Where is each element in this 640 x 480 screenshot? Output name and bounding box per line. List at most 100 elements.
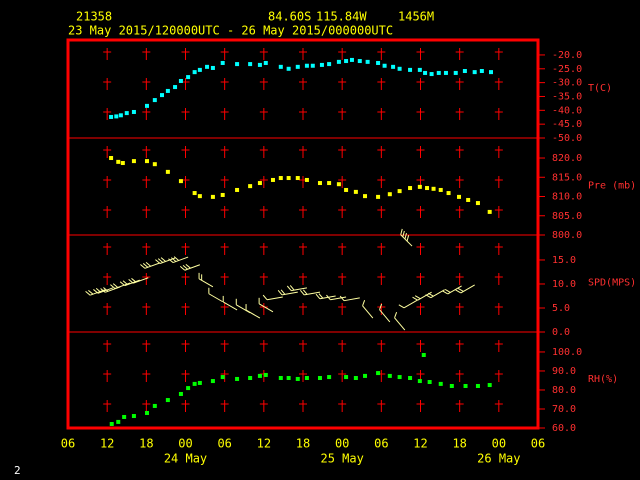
data-point xyxy=(421,353,426,358)
data-point xyxy=(131,109,136,114)
y-tick-label: -40.0 xyxy=(552,105,582,116)
data-point xyxy=(408,186,413,191)
data-point xyxy=(457,194,462,199)
barb-feather xyxy=(182,264,188,270)
wind-barb xyxy=(262,294,283,301)
barb-feather xyxy=(185,263,191,269)
data-point xyxy=(438,381,443,386)
wind-barb xyxy=(208,287,223,303)
data-point xyxy=(463,383,468,388)
y-tick-label: 815.0 xyxy=(552,172,582,183)
data-point xyxy=(336,59,341,64)
barb-feather xyxy=(100,288,106,293)
data-point xyxy=(376,60,381,65)
barb-feather xyxy=(85,290,91,296)
data-point xyxy=(220,375,225,380)
barb-staff xyxy=(222,301,238,311)
barb-feather xyxy=(414,295,421,300)
date-label: 24 May xyxy=(164,452,207,466)
barb-feather xyxy=(362,300,366,306)
data-point xyxy=(327,62,332,67)
data-point xyxy=(429,72,434,77)
barb-staff xyxy=(208,293,223,303)
x-tick-label: 12 xyxy=(257,437,271,451)
barb-staff xyxy=(266,296,283,301)
data-point xyxy=(235,376,240,381)
data-point xyxy=(270,177,275,182)
data-point xyxy=(248,62,253,67)
barb-staff xyxy=(403,299,419,309)
x-tick-label: 18 xyxy=(452,437,466,451)
barb-staff xyxy=(460,284,475,294)
data-point xyxy=(363,373,368,378)
data-point xyxy=(376,194,381,199)
period: 23 May 2015/120000UTC - 26 May 2015/0000… xyxy=(68,24,393,38)
y-tick-label: -50.0 xyxy=(552,133,582,144)
data-point xyxy=(160,93,164,98)
data-point xyxy=(220,192,225,197)
data-point xyxy=(210,65,215,70)
latitude: 84.60S xyxy=(268,10,311,24)
data-point xyxy=(489,70,493,75)
data-point xyxy=(353,376,358,381)
barb-feather xyxy=(394,312,398,318)
data-point xyxy=(257,373,262,378)
data-point xyxy=(109,422,114,427)
y-tick-label: 805.0 xyxy=(552,211,582,222)
data-point xyxy=(109,156,114,161)
data-point xyxy=(436,70,441,75)
x-tick-label: 00 xyxy=(335,437,349,451)
wind-barb xyxy=(339,295,360,302)
barb-feather xyxy=(145,262,151,267)
barb-feather xyxy=(427,292,434,297)
data-point xyxy=(118,113,123,118)
data-point xyxy=(278,176,283,181)
data-point xyxy=(336,182,341,187)
elevation: 1456M xyxy=(398,10,434,24)
barb-feather xyxy=(112,283,119,288)
data-point xyxy=(427,379,432,384)
data-point xyxy=(257,62,262,67)
barb-feather xyxy=(262,294,268,301)
data-point xyxy=(248,184,253,189)
data-point xyxy=(235,187,240,192)
data-point xyxy=(446,191,451,196)
y-tick-label: 800.0 xyxy=(552,230,582,241)
data-point xyxy=(178,391,183,396)
data-point xyxy=(319,62,324,67)
data-point xyxy=(295,64,300,69)
wind-barb xyxy=(93,287,114,294)
data-point xyxy=(165,88,170,93)
barb-feather xyxy=(140,264,146,269)
barb-feather xyxy=(318,293,324,299)
wind-barb xyxy=(277,289,298,296)
data-point xyxy=(152,403,157,408)
y-tick-label: 5.0 xyxy=(552,303,570,314)
data-point xyxy=(304,63,309,68)
data-point xyxy=(120,161,125,166)
longitude: 115.84W xyxy=(316,10,367,24)
barb-staff xyxy=(362,305,374,319)
date-label: 25 May xyxy=(320,452,363,466)
y-tick-label: 15.0 xyxy=(552,255,576,266)
data-point xyxy=(317,376,322,381)
barb-staff xyxy=(379,309,391,323)
barb-feather xyxy=(170,257,177,262)
data-point xyxy=(344,375,349,380)
data-point xyxy=(475,383,480,388)
data-point xyxy=(363,194,368,199)
wind-barb xyxy=(455,284,475,294)
barb-feather xyxy=(455,289,462,294)
barb-staff xyxy=(417,291,432,301)
data-point xyxy=(286,66,291,71)
barb-feather xyxy=(457,288,464,292)
wind-barb xyxy=(168,256,189,264)
y-tick-label: -30.0 xyxy=(552,78,582,89)
barb-feather xyxy=(315,293,321,300)
data-point xyxy=(357,59,362,64)
y-tick-label: 810.0 xyxy=(552,192,582,203)
data-point xyxy=(349,57,354,62)
x-tick-label: 18 xyxy=(139,437,153,451)
data-point xyxy=(286,176,291,181)
barb-staff xyxy=(245,309,261,319)
